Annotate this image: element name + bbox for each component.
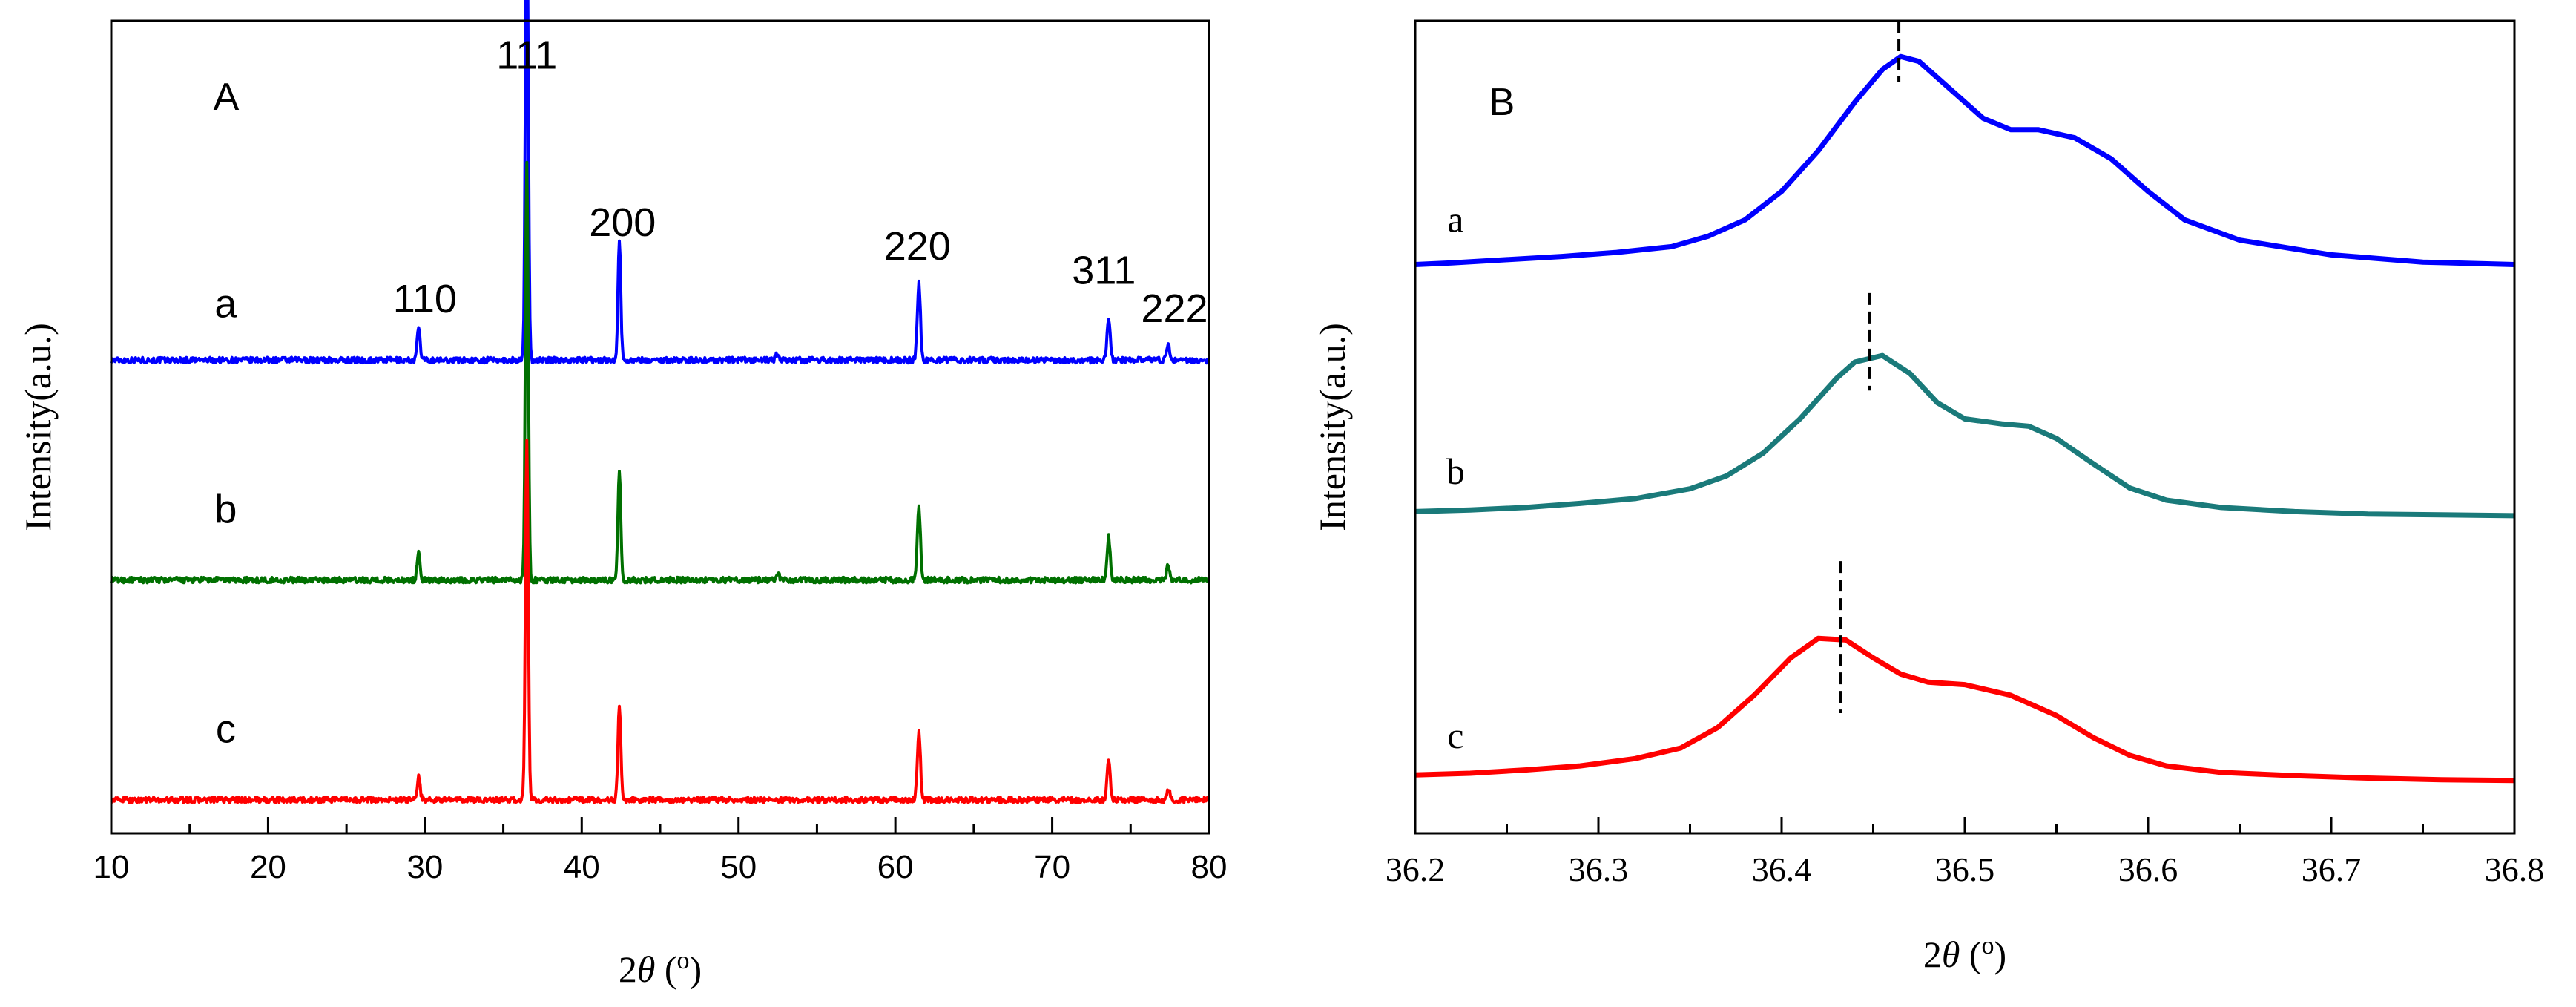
x-tick-label: 80 [1191,849,1228,885]
x-tick-label: 20 [250,849,286,885]
series-label: b [1446,450,1465,492]
panel-a-frame [110,19,1210,835]
y-axis-label: Intensity(a.u.) [1311,323,1353,531]
peak-hkl-label: 111 [496,33,557,77]
x-axis-label: 2θ (o) [1923,932,2006,975]
peak-hkl-label: 220 [884,224,951,269]
peak-hkl-label: 200 [589,200,656,245]
series-label: c [216,707,236,752]
y-axis-label: Intensity(a.u.) [17,323,59,531]
x-tick-label: 50 [720,849,757,885]
x-tick-label: 36.2 [1386,850,1446,888]
panel-label-a: A [214,76,240,119]
x-tick-label: 36.7 [2302,850,2362,888]
series-label: a [214,281,237,326]
panel-label-b: B [1489,81,1515,124]
x-tick-label: 36.3 [1569,850,1629,888]
peak-hkl-label: 222 [1141,286,1208,331]
series-a-line [110,0,1210,365]
x-tick-label: 40 [564,849,600,885]
series-label: b [214,487,237,531]
x-tick-label: 36.5 [1935,850,1995,888]
x-axis-label: 2θ (o) [619,947,702,990]
x-tick-label: 70 [1034,849,1070,885]
x-tick-label: 36.8 [2485,850,2545,888]
series-c-line [110,439,1210,804]
series-a-line [1414,53,2515,267]
panel-b-chart: 36.2 36.3 36.4 36.5 36.6 36.7 36.8 2θ (o) Intens… [1311,19,2545,975]
series-b-line [110,160,1210,585]
x-tick-label: 30 [406,849,443,885]
peak-hkl-label: 110 [393,277,457,321]
panel-b-frame [1414,19,2516,835]
peak-hkl-label: 311 [1072,248,1136,292]
x-tick-label: 10 [93,849,130,885]
x-tick-label: 60 [877,849,914,885]
series-b-line [1414,352,2515,519]
x-tick-label: 36.4 [1752,850,1812,888]
series-label: a [1447,199,1463,240]
series-c-line [1414,635,2515,784]
series-label: c [1447,715,1463,756]
x-tick-label: 36.6 [2118,850,2178,888]
panel-a-chart: 10 20 30 40 50 60 70 80 2θ (o) Intensity(a.u.) A 11… [17,0,1227,990]
